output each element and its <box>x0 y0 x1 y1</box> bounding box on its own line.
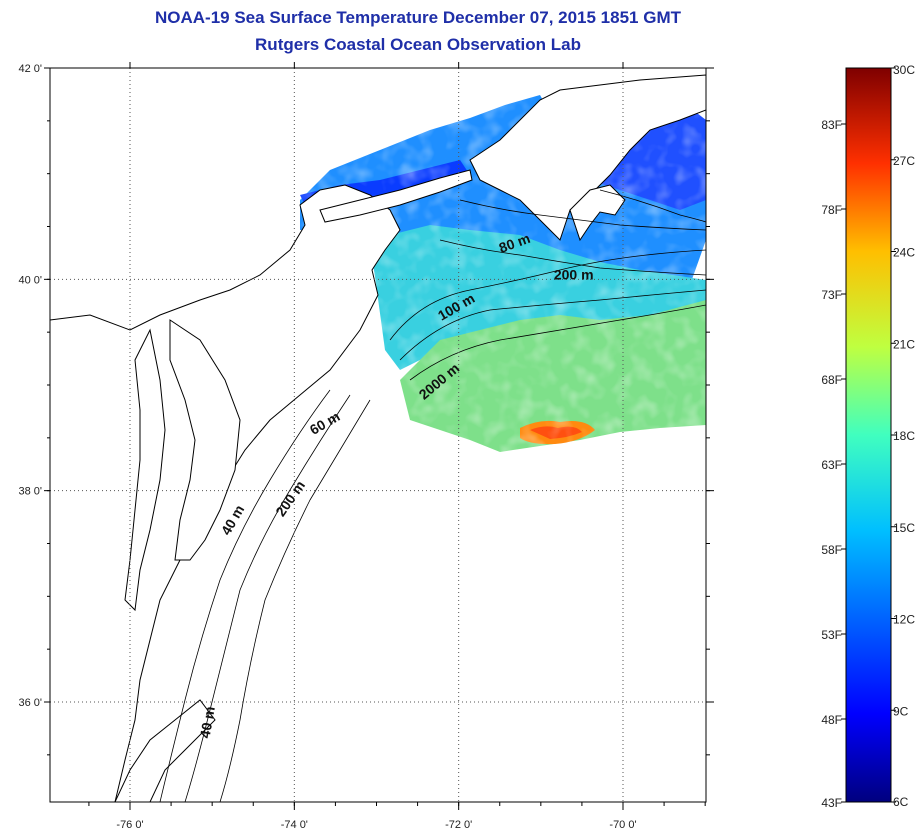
coastline-main <box>50 184 401 802</box>
colorbar-label-celsius: 27C <box>893 154 915 168</box>
axis-ticks: -76 0' -74 0' -72 0' -70 0' 42 0' 40 0' 38 0' 3… <box>18 62 714 831</box>
x-tick-label: -72 0' <box>445 819 472 831</box>
contour-label: 200 m <box>272 478 308 520</box>
colorbar-label-celsius: 30C <box>893 63 915 77</box>
contour-label: 40 m <box>218 502 248 538</box>
colorbar-label-celsius: 12C <box>893 613 915 627</box>
colorbar-label-fahrenheit: 58F <box>821 543 842 557</box>
y-tick-label: 42 0' <box>18 63 42 75</box>
land <box>50 74 706 802</box>
bathymetry-contours <box>159 189 706 802</box>
x-tick-label: -70 0' <box>609 819 636 831</box>
outer-banks <box>114 699 216 802</box>
delmarva-peninsula <box>169 319 241 561</box>
contour-label: 40 m <box>197 705 218 739</box>
colorbar-labels: 30C 27C 24C 21C 18C 15C 12C 9C 6C 83F 78F 73F 68F 63F… <box>821 63 915 810</box>
colorbar-label-fahrenheit: 63F <box>821 458 842 472</box>
colorbar-label-fahrenheit: 78F <box>821 203 842 217</box>
y-tick-label: 36 0' <box>18 697 42 709</box>
map-title: NOAA-19 Sea Surface Temperature December… <box>155 8 681 27</box>
colorbar-label-fahrenheit: 43F <box>821 796 842 810</box>
colorbar-label-fahrenheit: 53F <box>821 628 842 642</box>
y-tick-label: 40 0' <box>18 274 42 286</box>
x-tick-label: -76 0' <box>116 819 143 831</box>
cape-cod <box>569 184 626 242</box>
map-frame <box>49 67 707 803</box>
colorbar-label-celsius: 21C <box>893 337 915 351</box>
colorbar-label-celsius: 18C <box>893 429 915 443</box>
new-england <box>469 74 706 241</box>
colorbar-label-celsius: 6C <box>893 795 909 809</box>
colorbar-label-celsius: 24C <box>893 246 915 260</box>
map-subtitle: Rutgers Coastal Ocean Observation Lab <box>255 35 581 54</box>
colorbar-label-fahrenheit: 48F <box>821 713 842 727</box>
x-tick-label: -74 0' <box>281 819 308 831</box>
colorbar-label-celsius: 15C <box>893 521 915 535</box>
y-tick-label: 38 0' <box>18 486 42 498</box>
contour-label: 200 m <box>554 266 594 282</box>
colorbar-gradient <box>845 67 892 803</box>
colorbar-label-fahrenheit: 68F <box>821 373 842 387</box>
colorbar-label-fahrenheit: 83F <box>821 118 842 132</box>
colorbar-label-fahrenheit: 73F <box>821 288 842 302</box>
long-island <box>319 169 473 223</box>
colorbar: 30C 27C 24C 21C 18C 15C 12C 9C 6C 83F 78F 73F 68F 63F… <box>821 63 915 810</box>
colorbar-label-celsius: 9C <box>893 704 909 718</box>
